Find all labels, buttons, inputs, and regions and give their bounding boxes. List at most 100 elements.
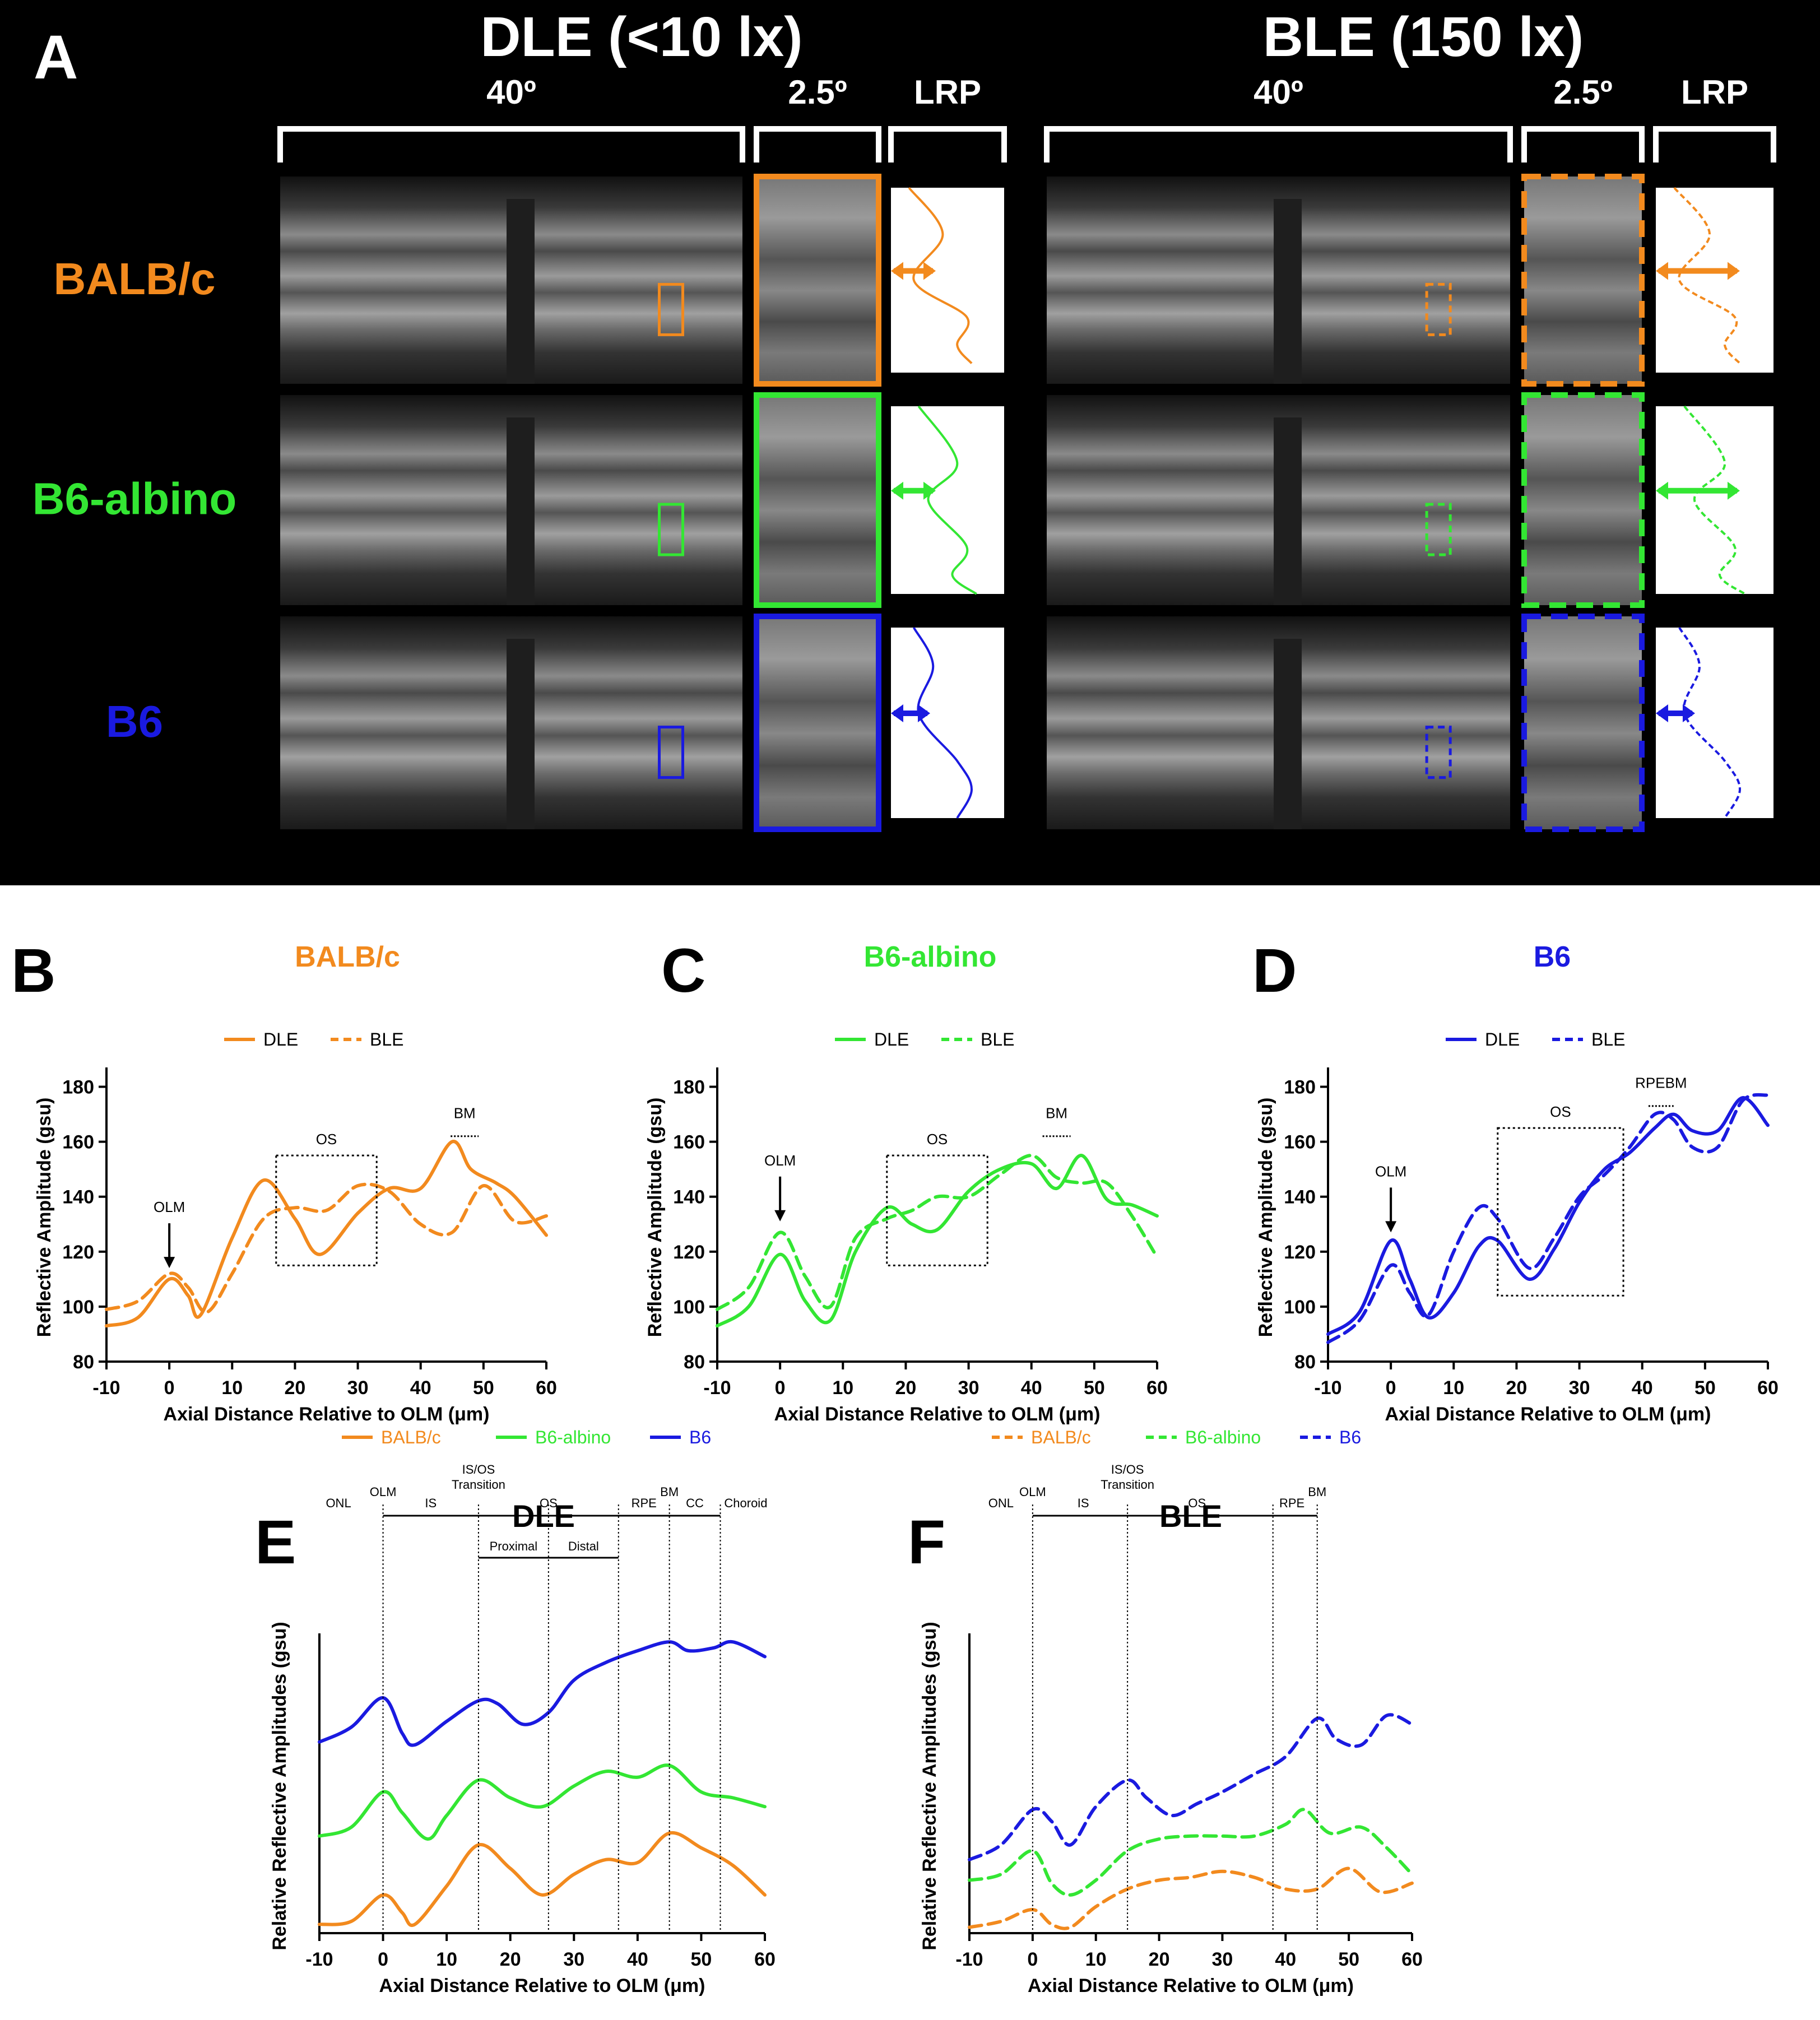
- x-tick-label-E-50: 50: [691, 1949, 712, 1970]
- row-label-1: B6-albino: [32, 474, 236, 524]
- zoom-tile-r0-g0: [754, 174, 881, 387]
- region-label-onl-E: ONL: [326, 1496, 351, 1510]
- zoom-tile-r1-g0: [754, 392, 881, 608]
- x-tick-label-E-60: 60: [754, 1949, 776, 1970]
- series-line-F-2: [968, 1713, 1414, 1861]
- lrp-box-r0-g0: [891, 188, 1004, 373]
- annot-os-B: OS: [316, 1131, 337, 1148]
- roi-box-r2-g1: [1425, 726, 1452, 779]
- x-tick-label-F-40: 40: [1275, 1949, 1296, 1970]
- x-tick-label-D-60: 60: [1757, 1377, 1779, 1399]
- x-axis-label-E: Axial Distance Relative to OLM (μm): [379, 1975, 705, 1996]
- y-tick-label-C-120: 120: [673, 1242, 705, 1263]
- x-tick-label-B-60: 60: [536, 1377, 557, 1399]
- zoom-tile-r1-g1: [1521, 392, 1645, 608]
- y-tick-label-D-140: 140: [1284, 1187, 1316, 1208]
- panel-a: A DLE (<10 lx) BLE (150 lx) 40º 2.5º LRP 40º 2.…: [32, 6, 1776, 832]
- row-label-0: BALB/c: [54, 254, 216, 304]
- x-tick-label-F-60: 60: [1401, 1949, 1423, 1970]
- y-tick-label-B-120: 120: [62, 1242, 94, 1263]
- lrp-curve-r1-g1: [1683, 405, 1746, 595]
- region-label-rpe-E: RPE: [632, 1496, 657, 1510]
- series-line-E-2: [318, 1640, 767, 1747]
- series-line-E-1: [318, 1763, 767, 1841]
- region-label-choroid-E: Choroid: [724, 1496, 767, 1510]
- lrp-arrowheads-r0-g0: [891, 262, 936, 280]
- olm-arrowhead-C: [774, 1210, 786, 1222]
- y-tick-label-B-160: 160: [62, 1132, 94, 1153]
- col-bracket-1: [754, 126, 881, 162]
- legend-label-B-0: DLE: [263, 1029, 298, 1050]
- x-tick-label-D--10: -10: [1314, 1377, 1341, 1399]
- x-tick-label-D-20: 20: [1506, 1377, 1527, 1399]
- panel-label-E: E: [255, 1508, 296, 1577]
- region-label-cc-E: CC: [686, 1496, 704, 1510]
- x-tick-label-C-30: 30: [958, 1377, 979, 1399]
- chart-D: D B6 -10 0 10 20 30 40 50 60 80 100 120 140 160 180 Axia…: [1252, 936, 1779, 1425]
- x-tick-label-F-10: 10: [1085, 1949, 1107, 1970]
- roi-box-r1-g1: [1425, 503, 1452, 556]
- series-line-C-0: [716, 1154, 1159, 1328]
- x-tick-label-C-0: 0: [775, 1377, 786, 1399]
- x-tick-label-C--10: -10: [703, 1377, 731, 1399]
- y-tick-label-B-80: 80: [73, 1352, 94, 1373]
- col-header-1: 2.5º: [788, 73, 847, 111]
- lrp-arrowheads-r1-g0: [891, 481, 936, 500]
- group-title-ble: BLE (150 lx): [1263, 6, 1584, 68]
- lrp-curve-r0-g1: [1673, 187, 1741, 364]
- zoom-tile-r2-g0: [754, 614, 881, 832]
- y-tick-label-D-100: 100: [1284, 1297, 1316, 1318]
- y-tick-label-D-160: 160: [1284, 1132, 1316, 1153]
- x-tick-label-B-50: 50: [473, 1377, 494, 1399]
- x-tick-label-B--10: -10: [92, 1377, 120, 1399]
- x-tick-label-E-40: 40: [627, 1949, 648, 1970]
- optic-nerve-r0-g0: [507, 199, 535, 384]
- x-tick-label-E-0: 0: [378, 1949, 388, 1970]
- legend-label-C-0: DLE: [874, 1029, 909, 1050]
- x-axis-label-F: Axial Distance Relative to OLM (μm): [1028, 1975, 1354, 1996]
- panel-label-D: D: [1252, 936, 1297, 1005]
- lrp-box-r2-g0: [891, 628, 1004, 818]
- region-label-olm-F: OLM: [1019, 1485, 1046, 1499]
- col-header-5: LRP: [1681, 73, 1748, 111]
- panel-label-a: A: [34, 23, 78, 92]
- col-bracket-5: [1653, 126, 1776, 162]
- x-tick-label-F-30: 30: [1212, 1949, 1233, 1970]
- lrp-curve-r2-g1: [1678, 626, 1742, 819]
- region-label-is-F: IS: [1078, 1496, 1089, 1510]
- col-bracket-3: [1044, 126, 1513, 162]
- x-tick-label-F-20: 20: [1149, 1949, 1170, 1970]
- x-tick-label-E-10: 10: [436, 1949, 457, 1970]
- lrp-curve-r0-g0: [908, 187, 973, 364]
- x-tick-label-D-0: 0: [1386, 1377, 1396, 1399]
- olm-arrowhead-D: [1385, 1221, 1397, 1233]
- x-tick-label-D-30: 30: [1569, 1377, 1590, 1399]
- lrp-box-r1-g1: [1656, 406, 1773, 594]
- x-tick-label-B-0: 0: [164, 1377, 175, 1399]
- region-label-onl-F: ONL: [988, 1496, 1014, 1510]
- col-bracket-2: [888, 126, 1007, 162]
- chart-title-D: B6: [1534, 941, 1571, 973]
- series-line-F-0: [968, 1866, 1414, 1930]
- col-header-0: 40º: [486, 73, 536, 111]
- group-title-dle: DLE (<10 lx): [480, 6, 802, 68]
- annot-os-D: OS: [1550, 1103, 1571, 1120]
- panel-label-F: F: [908, 1508, 945, 1577]
- region-label-isos-E: IS/OS: [462, 1462, 495, 1476]
- zoom-tile-r2-g1: [1521, 614, 1645, 832]
- lrp-box-r0-g1: [1656, 188, 1773, 373]
- region-label-os-E: OS: [540, 1496, 558, 1510]
- region-label-transition-E: Transition: [452, 1478, 505, 1492]
- roi-box-r0-g0: [658, 282, 684, 336]
- y-tick-label-D-80: 80: [1294, 1352, 1316, 1373]
- series-line-C-1: [716, 1154, 1159, 1311]
- x-axis-label-B: Axial Distance Relative to OLM (μm): [164, 1404, 490, 1425]
- y-tick-label-C-100: 100: [673, 1297, 705, 1318]
- legend-label-F-2: B6: [1339, 1427, 1361, 1447]
- annot-os-C: OS: [927, 1131, 948, 1148]
- x-tick-label-C-50: 50: [1084, 1377, 1105, 1399]
- panel-label-B: B: [11, 936, 55, 1005]
- legend-label-D-0: DLE: [1485, 1029, 1520, 1050]
